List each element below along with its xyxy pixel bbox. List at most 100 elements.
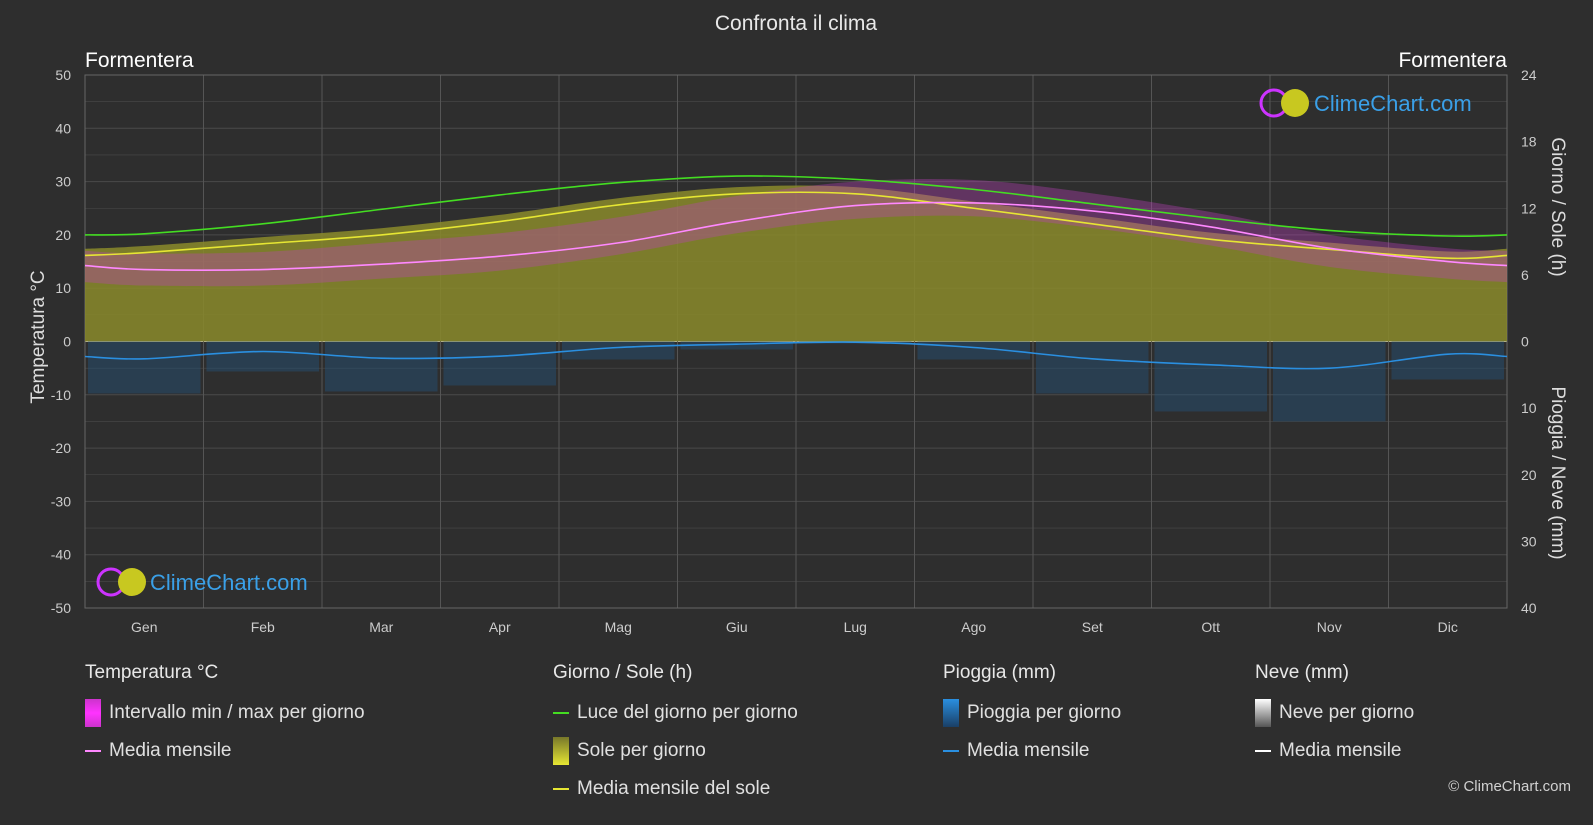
chart-title: Confronta il clima [715,12,878,35]
legend-temperature: Temperatura °C Intervallo min / max per … [85,662,365,764]
tick-label-left: 40 [55,120,71,136]
tick-label-left: 0 [63,334,71,350]
rain-bars [88,341,1504,422]
legend-rain-daily-label: Pioggia per giorno [967,702,1122,723]
tick-label-left: 30 [55,174,71,190]
legend-sun-mean-label: Media mensile del sole [577,778,771,799]
watermark-text-top: ClimeChart.com [1314,91,1472,116]
temp-range-swatch [85,699,101,727]
tick-label-right-bottom: 40 [1521,600,1537,616]
legend-temperature-title: Temperatura °C [85,662,219,683]
rain-bar [325,341,438,392]
legend-sun-title: Giorno / Sole (h) [553,662,693,683]
copyright: © ClimeChart.com [1448,778,1571,795]
tick-label-left: -10 [51,387,71,403]
legend-rain-mean-label: Media mensile [967,740,1090,761]
tick-label-right-bottom: 10 [1521,400,1537,416]
legend-rain: Pioggia (mm) Pioggia per giorno Media me… [943,662,1121,764]
month-label: Giu [726,619,748,635]
legend-snow: Neve (mm) Neve per giorno Media mensile [1255,662,1414,764]
axis-right-bottom-label: Pioggia / Neve (mm) [1547,386,1568,559]
legend-snow-title: Neve (mm) [1255,662,1349,683]
temperature-band [85,178,1507,287]
legend-daylight-label: Luce del giorno per giorno [577,702,798,723]
daylight-swatch [553,712,569,714]
rain-bar [88,341,201,394]
legend-snow-daily: Neve per giorno [1255,699,1415,727]
tick-label-left: 50 [55,67,71,83]
tick-label-left: -30 [51,493,71,509]
legend-temperature-mean-label: Media mensile [109,740,232,761]
legend-snow-mean: Media mensile [1255,738,1414,764]
rain-bar [1036,341,1149,394]
sun-mean-line [84,191,1508,260]
month-label: Gen [131,619,157,635]
legend-snow-mean-label: Media mensile [1279,740,1402,761]
sun-area [85,185,1507,342]
legend-sun: Giorno / Sole (h) Luce del giorno per gi… [553,662,798,802]
month-label: Apr [489,619,511,635]
climate-chart: Confronta il clima Formentera Formentera… [28,12,1568,635]
sunshine-swatch [553,737,569,765]
watermark-top: ClimeChart.com [1259,88,1472,118]
month-label: Dic [1438,619,1458,635]
snow-mean-swatch [1255,750,1271,752]
rain-mean-swatch [943,750,959,752]
rain-bar [1391,341,1504,380]
rain-bar [1273,341,1386,422]
rain-bar [680,341,793,350]
rain-bar [1154,341,1267,412]
tick-label-right-top: 18 [1521,134,1537,150]
sun-mean-swatch [553,788,569,790]
month-label: Mag [605,619,632,635]
tick-label-right-top: 0 [1521,334,1529,350]
sunshine-area [85,185,1507,342]
tick-label-right-top: 6 [1521,267,1529,283]
legend-rain-mean: Media mensile [943,738,1121,764]
tick-label-left: 10 [55,280,71,296]
location-left: Formentera [85,49,194,72]
legend-temperature-range: Intervallo min / max per giorno [85,699,365,727]
legend-daylight: Luce del giorno per giorno [553,700,798,726]
month-label: Ago [961,619,986,635]
legend-temperature-range-label: Intervallo min / max per giorno [109,702,365,723]
temperature-range-band [85,178,1507,287]
tick-label-left: -20 [51,440,71,456]
axis-ticks: 50 40 30 20 10 0 -10 -20 -30 -40 -50 24 18 12 6 0 10 20 30… [51,67,1537,635]
rain-swatch [943,699,959,727]
tick-label-right-bottom: 20 [1521,467,1537,483]
legend-sun-mean: Media mensile del sole [553,776,798,802]
snow-swatch [1255,699,1271,727]
legend-sunshine-label: Sole per giorno [577,740,706,761]
rain-bar [206,341,319,372]
month-label: Set [1082,619,1103,635]
watermark-bottom: ClimeChart.com [96,567,308,597]
tick-label-right-top: 24 [1521,67,1537,83]
watermark-text-bottom: ClimeChart.com [150,570,308,595]
tick-label-right-top: 12 [1521,200,1537,216]
daylight-line [84,175,1508,237]
legend-rain-daily: Pioggia per giorno [943,699,1122,727]
legend: Temperatura °C Intervallo min / max per … [0,662,1593,812]
axis-right-top-label: Giorno / Sole (h) [1547,137,1568,276]
legend-snow-daily-label: Neve per giorno [1279,702,1415,723]
temp-mean-swatch [85,750,101,752]
legend-sunshine: Sole per giorno [553,737,798,765]
rain-bar [443,341,556,386]
logo-sun-icon [118,568,146,596]
month-label: Feb [251,619,275,635]
axis-left-label: Temperatura °C [28,270,49,403]
rain-mean-line [84,341,1508,370]
legend-temperature-mean: Media mensile [85,738,365,764]
tick-label-left: -50 [51,600,71,616]
tick-label-left: -40 [51,547,71,563]
month-label: Mar [369,619,393,635]
legend-rain-title: Pioggia (mm) [943,662,1056,683]
month-label: Ott [1201,619,1220,635]
month-label: Lug [844,619,867,635]
logo-sun-icon [1281,89,1309,117]
location-right: Formentera [1398,49,1507,72]
month-label: Nov [1317,619,1342,635]
tick-label-left: 20 [55,227,71,243]
temperature-mean-line [84,201,1508,271]
